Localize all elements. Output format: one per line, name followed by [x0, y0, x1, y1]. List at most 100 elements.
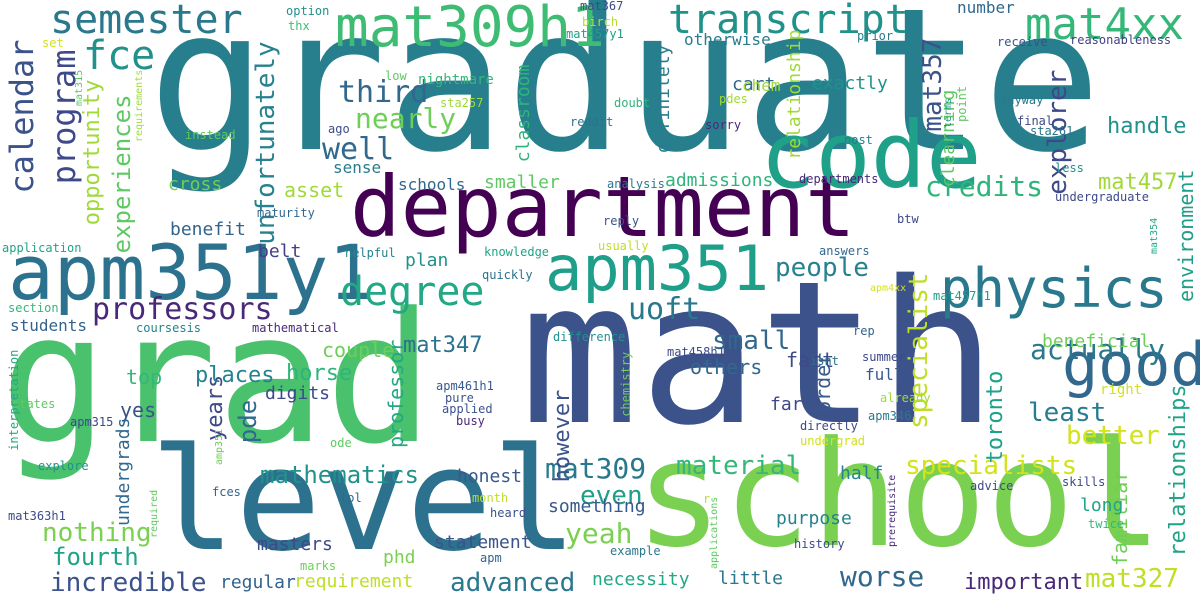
- word-benefit: benefit: [170, 219, 246, 240]
- word-top: top: [126, 365, 163, 389]
- word-toronto: toronto: [983, 370, 1008, 464]
- word-opportunity: opportunity: [80, 79, 105, 226]
- word-specialist: specialist: [904, 272, 934, 429]
- word-mat315: mat315: [74, 69, 85, 106]
- word-pde: pde: [234, 399, 262, 444]
- word-pure: pure: [445, 391, 474, 405]
- word-less: less: [1055, 161, 1084, 175]
- word-phd: phd: [383, 547, 416, 568]
- word-classroom: classroom: [513, 64, 534, 163]
- word-asset: asset: [284, 178, 345, 202]
- word-history: history: [794, 537, 845, 551]
- word-reddit: reddit: [570, 115, 614, 129]
- word-plan: plan: [405, 250, 449, 271]
- word-ago: ago: [328, 122, 350, 136]
- word-requirements: requirements: [134, 69, 145, 142]
- word-belt: belt: [258, 241, 302, 262]
- word-applications: applications: [709, 496, 720, 569]
- word-school: school: [635, 410, 1163, 580]
- word-applied: applied: [442, 402, 493, 416]
- word-reply: reply: [603, 214, 640, 228]
- word-half: half: [840, 463, 884, 484]
- word-apm315: apm315: [70, 415, 114, 429]
- word-interpretation: interpretation: [7, 349, 21, 451]
- word-places: places: [195, 363, 275, 388]
- word-advice: advice: [970, 479, 1014, 493]
- word-relationship: relationship: [784, 29, 805, 160]
- word-undergrads: undergrads: [113, 417, 134, 526]
- word-mathematical: mathematical: [252, 321, 339, 335]
- word-incredible: incredible: [50, 568, 207, 598]
- word-ode: ode: [330, 436, 352, 450]
- word-mat347: mat347: [403, 333, 483, 358]
- word-worse: worse: [840, 560, 925, 593]
- word-option: option: [286, 4, 330, 18]
- word-point: point: [955, 85, 969, 122]
- word-fces: fces: [212, 485, 241, 499]
- word-apm346: apm346: [868, 409, 912, 423]
- word-nearly: nearly: [355, 102, 457, 135]
- word-required: required: [149, 489, 160, 538]
- word-something: something: [548, 496, 646, 517]
- word-section: section: [8, 301, 59, 315]
- word-actually: actually: [1030, 333, 1165, 366]
- word-horse: horse: [286, 361, 353, 386]
- word-rep: rep: [853, 324, 875, 338]
- word-beneficial: beneficial: [1042, 331, 1151, 352]
- word-mat457y1: mat457y1: [566, 27, 624, 41]
- word-departments: departments: [799, 172, 879, 186]
- word-already: already: [880, 391, 931, 405]
- word-states: states: [12, 397, 56, 411]
- word-statement: statement: [434, 532, 532, 553]
- word-twice: twice: [1088, 517, 1125, 531]
- word-pdes: pdes: [719, 92, 748, 106]
- word-mat309: mat309: [545, 452, 647, 485]
- word-far: far: [770, 394, 803, 415]
- word-good: good: [1062, 330, 1200, 400]
- word-little: little: [718, 568, 784, 589]
- word-important: important: [964, 570, 1084, 595]
- word-mat367: mat367: [580, 0, 624, 13]
- word-explore: explore: [38, 459, 89, 473]
- word-transcript: transcript: [668, 0, 909, 43]
- word-sense: sense: [333, 158, 382, 177]
- word-skills: skills: [1062, 475, 1106, 489]
- word-low: low: [385, 69, 407, 83]
- word-masters: masters: [257, 534, 333, 555]
- word-helpful: helpful: [345, 246, 396, 260]
- word-least: least: [1028, 398, 1107, 428]
- word-professors: professors: [92, 292, 273, 327]
- word-final: final: [1017, 114, 1054, 128]
- word-however: however: [550, 389, 575, 483]
- word-nothing: nothing: [42, 518, 152, 548]
- word-cart: cart: [732, 74, 776, 95]
- word-number: number: [957, 0, 1015, 17]
- word-marks: marks: [300, 559, 337, 573]
- word-people: people: [775, 253, 869, 283]
- word-analysis: analysis: [607, 177, 665, 191]
- word-reasonableness: reasonableness: [1070, 33, 1172, 47]
- word-lol: lol: [340, 491, 362, 505]
- word-material: material: [676, 451, 802, 481]
- word-fce: fce: [83, 33, 156, 79]
- word-coursesis: coursesis: [136, 321, 202, 335]
- word-sta257: sta257: [440, 96, 484, 110]
- word-mathematics: mathematics: [260, 461, 419, 489]
- word-prior: prior: [857, 29, 894, 43]
- word-quickly: quickly: [482, 268, 533, 282]
- word-set: set: [42, 36, 64, 50]
- word-semester: semester: [50, 0, 243, 43]
- word-mat458h1: mat458h1: [667, 345, 725, 359]
- word-anyway: anyway: [1000, 93, 1044, 107]
- word-isnt: isnt: [810, 354, 839, 368]
- word-degree: degree: [340, 269, 485, 315]
- word-apm461h1: apm461h1: [436, 379, 494, 393]
- word-busy: busy: [456, 414, 485, 428]
- word-answers: answers: [819, 244, 870, 258]
- word-students: students: [10, 316, 88, 335]
- word-level: level: [150, 418, 578, 583]
- word-apm351: apm351: [545, 232, 769, 305]
- word-fact: fact: [786, 348, 835, 372]
- word-heard: heard: [490, 506, 527, 520]
- word-necessity: necessity: [592, 569, 690, 590]
